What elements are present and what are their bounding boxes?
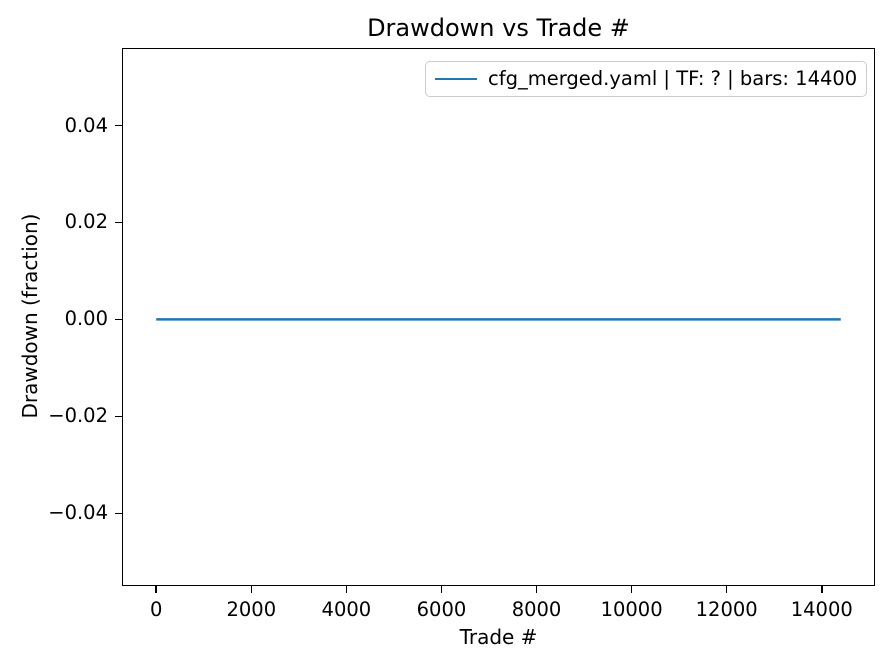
plot-area bbox=[122, 48, 875, 586]
x-tick-mark bbox=[250, 586, 253, 593]
x-tick-label: 12000 bbox=[695, 598, 758, 621]
legend: cfg_merged.yaml | TF: ? | bars: 14400 bbox=[425, 61, 868, 97]
y-tick-mark bbox=[115, 415, 122, 418]
x-tick-label: 4000 bbox=[321, 598, 372, 621]
x-tick-mark bbox=[535, 586, 538, 593]
x-tick-label: 14000 bbox=[790, 598, 853, 621]
legend-label: cfg_merged.yaml | TF: ? | bars: 14400 bbox=[488, 67, 858, 90]
x-tick-mark bbox=[440, 586, 443, 593]
chart-title: Drawdown vs Trade # bbox=[367, 14, 630, 42]
x-axis-label: Trade # bbox=[459, 625, 538, 649]
y-tick-mark bbox=[115, 124, 122, 127]
y-tick-label: 0.00 bbox=[64, 307, 108, 331]
x-tick-mark bbox=[821, 586, 823, 593]
x-tick-label: 6000 bbox=[416, 598, 467, 621]
y-tick-mark bbox=[115, 512, 122, 515]
x-tick-mark bbox=[630, 586, 633, 593]
x-tick-mark bbox=[345, 586, 348, 593]
y-tick-mark bbox=[115, 318, 122, 321]
y-tick-label: 0.02 bbox=[64, 210, 108, 234]
x-tick-label: 8000 bbox=[511, 598, 562, 621]
x-tick-label: 10000 bbox=[600, 598, 663, 621]
y-tick-label: −0.02 bbox=[48, 404, 108, 428]
x-tick-mark bbox=[725, 586, 728, 593]
y-tick-label: −0.04 bbox=[48, 501, 108, 525]
y-tick-mark bbox=[115, 221, 122, 224]
legend-line-sample bbox=[435, 77, 477, 81]
x-tick-label: 0 bbox=[150, 598, 163, 621]
x-tick-mark bbox=[155, 586, 157, 593]
x-tick-label: 2000 bbox=[226, 598, 277, 621]
y-tick-label: 0.04 bbox=[64, 113, 108, 137]
